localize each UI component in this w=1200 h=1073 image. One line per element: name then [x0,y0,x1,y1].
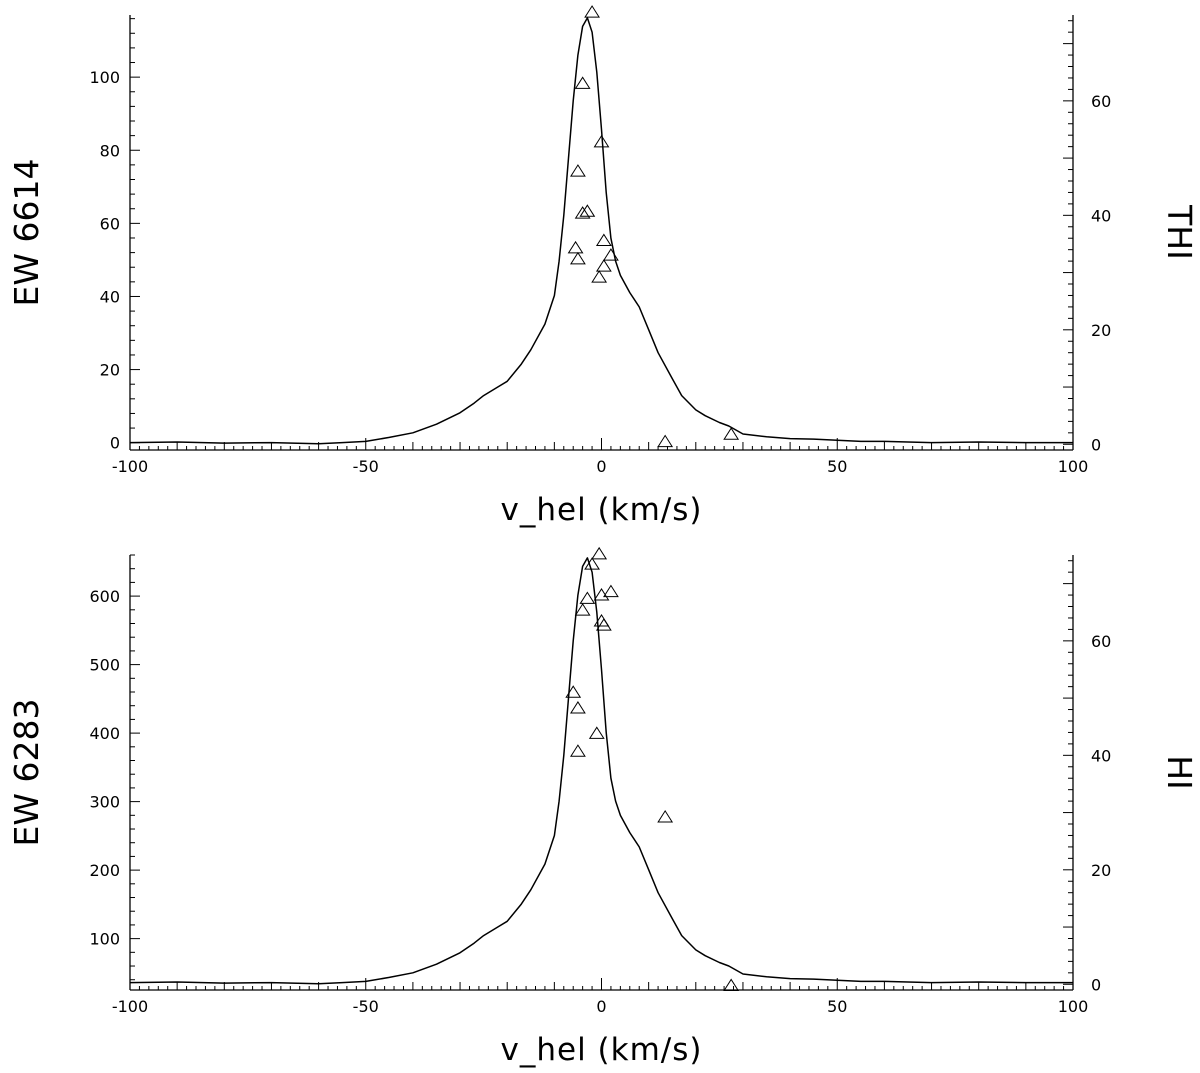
x-tick-label: 0 [596,997,606,1016]
x-tick-label: 50 [827,997,847,1016]
x-axis-title: v_hel (km/s) [501,1032,703,1068]
y-right-tick-label: 0 [1091,435,1101,454]
y-left-axis-title: EW 6614 [7,159,46,307]
y-right-axis-title: THI [1160,204,1199,260]
y-left-tick-label: 0 [110,434,120,453]
y-right-tick-label: 40 [1091,206,1111,225]
ew-data-point [657,809,674,823]
ew-data-point [584,557,600,570]
y-left-tick-label: 600 [89,587,120,606]
ew-data-point [603,584,619,598]
ew-data-point [570,744,586,757]
y-right-tick-label: 20 [1091,861,1111,880]
y-right-tick-label: 40 [1091,746,1111,765]
ew-data-point [593,134,610,148]
y-right-tick-label: 0 [1091,975,1101,994]
x-tick-label: -50 [353,457,379,476]
ew-data-point [591,546,608,560]
chart-panel-ew6283: -100 -50 0 50 100 100 200 300 400 500 600 0 20 40 60 v_… [7,546,1199,1068]
ew-data-point [588,726,605,739]
ew-data-point [570,164,586,177]
x-tick-label: -100 [112,457,148,476]
y-left-axis-title: EW 6283 [7,699,46,847]
ew-data-point [657,434,674,448]
y-right-tick-label: 20 [1091,321,1111,340]
y-right-tick-label: 60 [1091,92,1111,111]
ew-data-point [574,603,591,616]
x-tick-label: 100 [1058,997,1089,1016]
y-left-tick-label: 200 [89,861,120,880]
x-tick-label: -100 [112,997,148,1016]
ew-data-point [567,240,584,254]
y-left-tick-label: 20 [100,361,120,380]
ew-data-point [570,701,586,714]
ew-data-point [574,76,591,89]
y-right-axis-title: HI [1160,755,1199,790]
x-tick-label: 0 [596,457,606,476]
hi-profile-line [129,17,1073,445]
y-right-tick-label: 60 [1091,632,1111,651]
ew-data-point [595,259,612,272]
y-left-tick-label: 40 [100,287,120,306]
y-left-tick-label: 100 [89,930,120,949]
ew-data-point [723,427,740,440]
hi-profile-line [129,557,1073,985]
ew-data-point [595,618,612,631]
ew-data-point [574,206,591,219]
ew-data-point [603,248,619,261]
x-axis-title: v_hel (km/s) [501,492,703,528]
y-left-tick-label: 80 [100,141,120,160]
y-left-tick-label: 100 [89,68,120,87]
ew-data-point [579,204,596,217]
y-left-tick-label: 400 [89,724,120,743]
y-left-tick-label: 500 [89,656,120,675]
ew-data-point [570,251,586,265]
y-left-tick-label: 300 [89,793,120,812]
ew-data-point [595,233,612,247]
ew-data-point [579,591,596,604]
x-tick-label: -50 [353,997,379,1016]
x-tick-label: 50 [827,457,847,476]
x-tick-label: 100 [1058,457,1089,476]
ew-data-point [591,270,608,283]
ew-data-point [584,5,600,18]
ew-data-point [593,588,610,601]
ew-data-point [723,978,740,991]
ew-data-point [565,685,582,698]
y-left-tick-label: 60 [100,214,120,233]
